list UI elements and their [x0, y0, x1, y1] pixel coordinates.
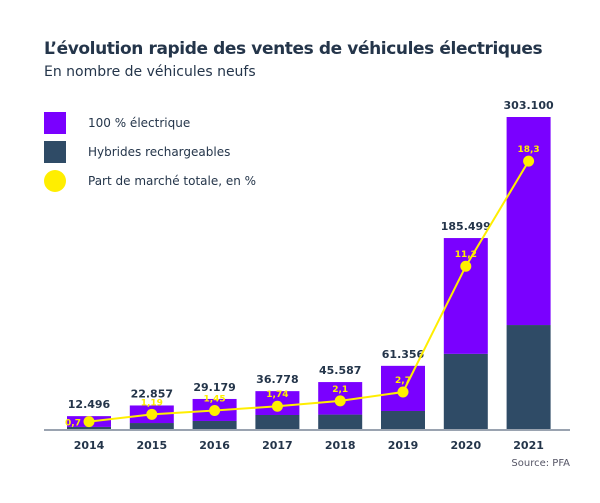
- total-label-2020: 185.499: [441, 220, 491, 233]
- share-point-2021: [523, 155, 535, 167]
- share-point-2016: [209, 405, 221, 417]
- market-share-line: [88, 160, 530, 423]
- share-label-2017: 1,74: [266, 390, 288, 400]
- bar-hybrid-2017: [255, 415, 300, 429]
- share-label-2018: 2,1: [332, 385, 348, 395]
- x-tick-2016: 2016: [199, 439, 230, 452]
- total-label-2019: 61.356: [382, 348, 425, 361]
- bar-hybrid-2015: [129, 423, 174, 429]
- bar-hybrid-2014: [67, 426, 111, 429]
- total-label-2016: 29.179: [193, 381, 235, 394]
- legend-swatch-electric: [44, 112, 66, 134]
- legend-item-share: Part de marché totale, en %: [44, 170, 256, 192]
- total-label-2015: 22.857: [131, 387, 173, 400]
- chart-title: L’évolution rapide des ventes de véhicul…: [44, 39, 543, 59]
- legend-item-hybrid: Hybrides rechargeables: [44, 141, 230, 163]
- share-label-2020: 11,2: [455, 250, 477, 260]
- x-tick-2019: 2019: [388, 439, 419, 452]
- share-point-2014: [83, 416, 95, 428]
- legend-dot-share: [44, 170, 66, 192]
- legend-swatch-hybrid: [44, 141, 66, 163]
- legend-label-electric: 100 % électrique: [88, 116, 191, 130]
- bar-electric-2021: [506, 117, 551, 326]
- x-tick-2014: 2014: [74, 439, 105, 452]
- bar-hybrid-2021: [506, 325, 551, 429]
- legend-label-share: Part de marché totale, en %: [88, 174, 257, 188]
- bar-hybrid-2016: [192, 420, 237, 429]
- bar-hybrid-2020: [443, 353, 488, 429]
- share-point-2020: [460, 260, 472, 272]
- x-tick-2018: 2018: [325, 439, 356, 452]
- x-tick-2017: 2017: [262, 439, 293, 452]
- share-label-2019: 2,7: [395, 376, 411, 386]
- total-label-2017: 36.778: [256, 373, 298, 386]
- bar-hybrid-2019: [381, 410, 425, 429]
- bar-hybrid-2018: [318, 414, 363, 429]
- source-note: Source: PFA: [511, 458, 570, 469]
- total-label-2021: 303.100: [504, 99, 554, 112]
- share-point-2018: [334, 395, 346, 407]
- total-label-2014: 12.496: [68, 398, 111, 411]
- x-tick-2021: 2021: [513, 439, 544, 452]
- share-label-2016: 1,45: [203, 395, 225, 405]
- x-tick-2020: 2020: [450, 439, 481, 452]
- share-label-2014: 0,7: [65, 419, 81, 429]
- share-label-2021: 18,3: [517, 145, 539, 155]
- share-label-2015: 1,19: [141, 398, 163, 408]
- total-label-2018: 45.587: [319, 364, 361, 377]
- legend-item-electric: 100 % électrique: [44, 112, 190, 134]
- share-point-2015: [146, 408, 158, 420]
- chart-subtitle: En nombre de véhicules neufs: [44, 64, 256, 80]
- legend-label-hybrid: Hybrides rechargeables: [88, 145, 231, 159]
- share-point-2019: [397, 386, 409, 398]
- share-point-2017: [271, 400, 283, 412]
- x-tick-2015: 2015: [136, 439, 167, 452]
